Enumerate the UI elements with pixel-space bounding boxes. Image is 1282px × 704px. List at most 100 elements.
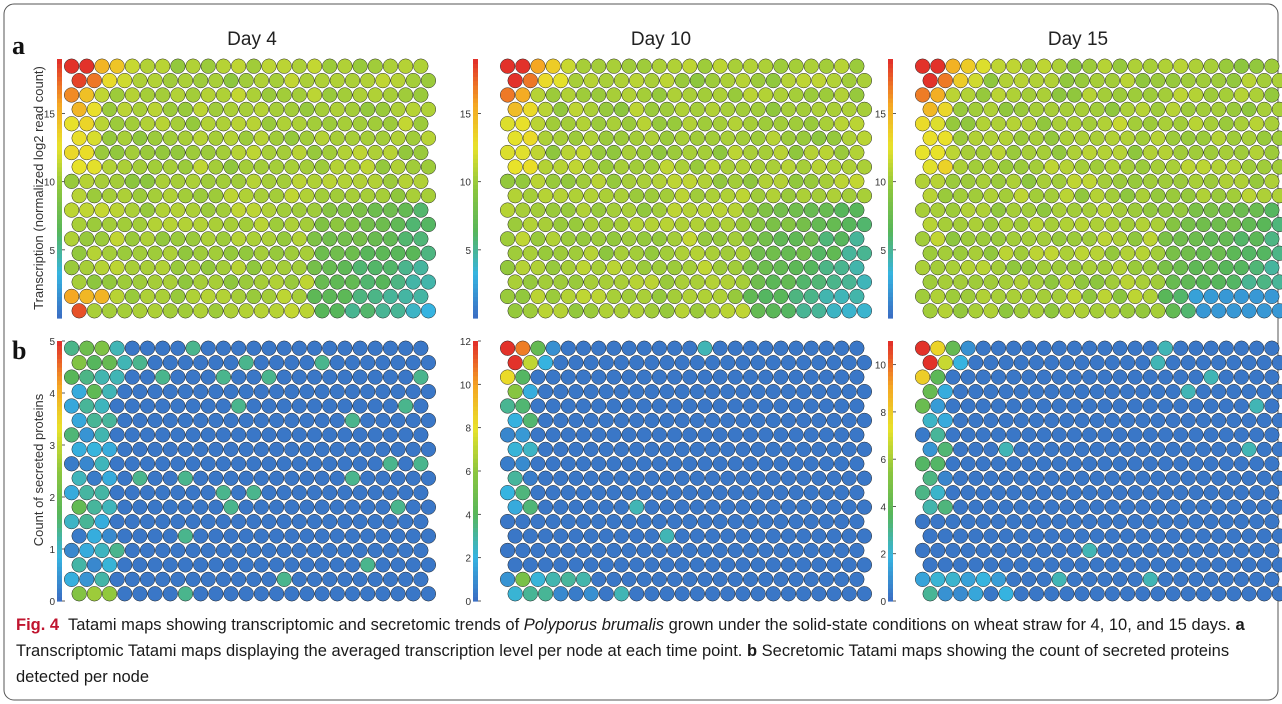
tatami-node-b-0 (291, 542, 307, 559)
tatami-node-b-1 (856, 528, 873, 544)
tatami-node-b-2 (937, 441, 953, 457)
tatami-node-a-1 (568, 274, 584, 290)
tatami-node-b-0 (200, 369, 216, 385)
tatami-node-a-2 (1173, 58, 1189, 74)
tatami-node-b-1 (780, 586, 797, 602)
tatami-node-a-2 (922, 72, 938, 89)
tatami-node-a-0 (101, 303, 118, 319)
tatami-node-b-1 (803, 340, 819, 356)
tatami-node-b-0 (94, 571, 110, 587)
tatami-node-a-1 (704, 188, 721, 204)
tatami-node-a-0 (155, 173, 171, 189)
tatami-node-a-1 (773, 173, 789, 189)
tatami-node-a-0 (124, 202, 140, 218)
tatami-node-a-0 (86, 216, 102, 233)
tatami-node-a-2 (1051, 87, 1067, 103)
tatami-node-a-0 (86, 245, 102, 261)
tatami-node-b-0 (162, 355, 178, 371)
tatami-node-a-1 (674, 130, 690, 146)
tatami-node-a-2 (1180, 274, 1196, 290)
tatami-node-b-0 (147, 441, 163, 457)
tatami-node-a-2 (1112, 231, 1128, 247)
tatami-node-b-1 (651, 542, 668, 559)
tatami-node-b-2 (1028, 470, 1045, 486)
tatami-node-a-0 (132, 216, 148, 233)
tatami-node-a-1 (682, 173, 698, 189)
tatami-node-a-0 (86, 72, 102, 89)
tatami-node-b-1 (720, 383, 736, 400)
tatami-node-b-0 (420, 383, 437, 400)
tatami-node-a-1 (530, 87, 546, 103)
tatami-node-b-0 (299, 470, 315, 486)
tatami-node-a-1 (499, 260, 516, 276)
tatami-node-b-1 (499, 427, 516, 443)
colorbar-a-0-seg (57, 266, 62, 272)
tatami-node-b-0 (398, 398, 414, 414)
tatami-node-a-0 (177, 216, 194, 233)
tatami-node-b-2 (1112, 571, 1128, 587)
tatami-node-a-0 (86, 130, 102, 146)
tatami-node-a-2 (1036, 288, 1052, 305)
tatami-node-b-1 (537, 383, 554, 400)
tatami-node-a-1 (849, 144, 865, 161)
tatami-node-b-2 (922, 499, 938, 515)
tatami-node-b-0 (155, 398, 171, 414)
tatami-node-b-0 (329, 528, 345, 544)
tatami-node-b-2 (1074, 355, 1090, 371)
tatami-node-b-1 (682, 398, 698, 414)
tatami-node-b-1 (841, 557, 857, 573)
tatami-node-a-2 (1104, 130, 1121, 146)
tatami-node-a-1 (704, 274, 721, 290)
tatami-node-a-2 (1112, 87, 1128, 103)
tatami-node-b-1 (765, 586, 781, 602)
tatami-node-a-2 (1097, 144, 1113, 161)
tatami-node-b-2 (1226, 441, 1242, 457)
tatami-node-a-0 (63, 288, 80, 305)
tatami-node-a-2 (1233, 144, 1250, 161)
tatami-node-b-2 (1089, 557, 1105, 573)
tatami-node-a-0 (231, 87, 247, 103)
tatami-node-b-0 (132, 499, 148, 515)
colorbar-b-0-seg (57, 497, 62, 502)
tatami-node-a-2 (1119, 274, 1136, 290)
tatami-node-b-1 (849, 369, 865, 385)
tatami-node-a-1 (811, 303, 827, 319)
colorbar-b-2-seg (888, 501, 893, 507)
tatami-node-b-0 (147, 586, 163, 602)
tatami-node-a-1 (856, 245, 873, 261)
tatami-node-b-1 (689, 355, 706, 371)
colorbar-b-0-seg (57, 536, 62, 541)
tatami-node-a-2 (960, 260, 976, 276)
tatami-node-a-1 (712, 202, 728, 218)
tatami-node-a-2 (1036, 173, 1052, 189)
tatami-node-b-2 (937, 586, 953, 602)
tatami-node-a-2 (1082, 144, 1098, 161)
tatami-node-b-0 (193, 557, 209, 573)
tatami-node-a-2 (1256, 216, 1272, 233)
tatami-node-a-0 (413, 58, 429, 74)
colorbar-a-2-seg (888, 223, 893, 228)
tatami-node-a-0 (139, 260, 156, 276)
colorbar-b-1-seg (473, 501, 478, 507)
tatami-node-b-2 (922, 441, 938, 457)
tatami-node-a-1 (636, 260, 652, 276)
tatami-node-a-0 (375, 274, 391, 290)
tatami-node-b-1 (659, 412, 675, 429)
tatami-node-a-1 (773, 202, 789, 218)
tatami-node-b-1 (629, 528, 645, 544)
tatami-node-a-2 (1241, 303, 1257, 319)
tatami-node-b-2 (990, 542, 1007, 559)
tatami-node-a-1 (674, 159, 690, 175)
tatami-node-a-2 (1021, 58, 1037, 74)
tatami-node-a-0 (109, 288, 125, 305)
tatami-node-b-0 (117, 355, 133, 371)
tatami-node-a-0 (208, 245, 224, 261)
tatami-node-a-0 (200, 260, 216, 276)
tatami-node-b-0 (360, 441, 376, 457)
tatami-node-b-0 (109, 513, 125, 530)
tatami-node-a-1 (689, 274, 706, 290)
tatami-node-a-2 (990, 260, 1007, 276)
tatami-node-b-0 (231, 456, 247, 472)
tatami-node-a-0 (276, 116, 292, 132)
tatami-node-b-1 (765, 499, 781, 515)
